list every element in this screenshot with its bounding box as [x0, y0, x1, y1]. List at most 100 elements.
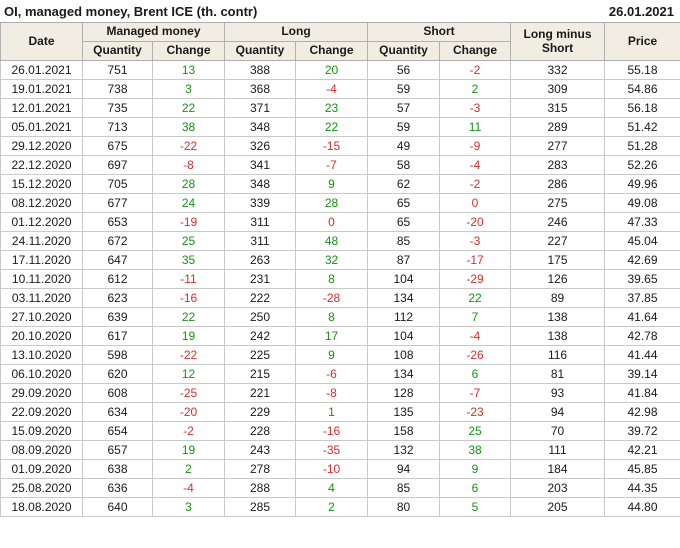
table-body: 26.01.2021 751 13 388 20 56 -2 332 55.18 19.01.20… [0, 60, 680, 517]
managed-change-cell: -22 [152, 345, 225, 365]
date-cell: 08.09.2020 [0, 440, 83, 460]
long-change-cell: 23 [294, 98, 369, 118]
price-cell: 41.84 [604, 383, 680, 403]
long-minus-short-cell: 332 [510, 60, 606, 80]
price-cell: 45.04 [604, 231, 680, 251]
table-row: 26.01.2021 751 13 388 20 56 -2 332 55.18 [0, 60, 680, 80]
titlebar: OI, managed money, Brent ICE (th. contr)… [0, 0, 680, 22]
managed-money-quantity-header: Quantity [82, 41, 153, 61]
table-row: 08.12.2020 677 24 339 28 65 0 275 49.08 [0, 193, 680, 213]
short-change-cell: 6 [439, 364, 512, 384]
short-change-cell: -4 [439, 155, 512, 175]
long-change-cell: -35 [294, 440, 369, 460]
short-quantity-header: Quantity [367, 41, 441, 61]
price-cell: 52.26 [604, 155, 680, 175]
short-change-cell: -9 [439, 136, 512, 156]
table-row: 01.09.2020 638 2 278 -10 94 9 184 45.85 [0, 459, 680, 479]
short-change-cell: -20 [439, 212, 512, 232]
short-quantity-cell: 134 [367, 288, 441, 308]
managed-change-cell: 22 [152, 307, 225, 327]
long-change-cell: -4 [294, 79, 369, 99]
long-quantity-cell: 231 [224, 269, 296, 289]
date-cell: 24.11.2020 [0, 231, 83, 251]
managed-change-cell: 12 [152, 364, 225, 384]
long-minus-short-cell: 94 [510, 402, 606, 422]
managed-change-cell: -19 [152, 212, 225, 232]
table-row: 01.12.2020 653 -19 311 0 65 -20 246 47.33 [0, 212, 680, 232]
long-minus-short-cell: 111 [510, 440, 606, 460]
long-quantity-cell: 311 [224, 212, 296, 232]
long-minus-short-cell: 205 [510, 497, 606, 517]
price-cell: 44.80 [604, 497, 680, 517]
managed-change-cell: 28 [152, 174, 225, 194]
managed-quantity-cell: 617 [82, 326, 153, 346]
managed-change-cell: -16 [152, 288, 225, 308]
price-cell: 49.08 [604, 193, 680, 213]
short-change-cell: -23 [439, 402, 512, 422]
long-minus-short-cell: 175 [510, 250, 606, 270]
long-minus-short-header: Long minus Short [510, 22, 606, 61]
date-cell: 22.12.2020 [0, 155, 83, 175]
managed-quantity-cell: 634 [82, 402, 153, 422]
price-cell: 42.98 [604, 402, 680, 422]
date-cell: 06.10.2020 [0, 364, 83, 384]
short-change-cell: -29 [439, 269, 512, 289]
short-change-cell: -2 [439, 174, 512, 194]
table-row: 15.12.2020 705 28 348 9 62 -2 286 49.96 [0, 174, 680, 194]
short-quantity-cell: 65 [367, 212, 441, 232]
short-change-cell: 2 [439, 79, 512, 99]
page-title: OI, managed money, Brent ICE (th. contr) [4, 4, 258, 19]
managed-change-cell: 19 [152, 440, 225, 460]
long-change-cell: -10 [294, 459, 369, 479]
table-row: 12.01.2021 735 22 371 23 57 -3 315 56.18 [0, 98, 680, 118]
short-quantity-cell: 65 [367, 193, 441, 213]
long-change-cell: 4 [294, 478, 369, 498]
long-quantity-cell: 221 [224, 383, 296, 403]
long-minus-short-cell: 138 [510, 326, 606, 346]
date-cell: 12.01.2021 [0, 98, 83, 118]
long-minus-short-cell: 184 [510, 459, 606, 479]
short-change-cell: 9 [439, 459, 512, 479]
long-change-cell: 22 [294, 117, 369, 137]
price-cell: 41.64 [604, 307, 680, 327]
managed-change-cell: 25 [152, 231, 225, 251]
date-cell: 05.01.2021 [0, 117, 83, 137]
long-minus-short-cell: 277 [510, 136, 606, 156]
short-quantity-cell: 59 [367, 117, 441, 137]
managed-change-cell: 35 [152, 250, 225, 270]
date-cell: 25.08.2020 [0, 478, 83, 498]
managed-quantity-cell: 751 [82, 60, 153, 80]
short-group-header: Short [367, 22, 512, 42]
table-row: 10.11.2020 612 -11 231 8 104 -29 126 39.65 [0, 269, 680, 289]
managed-quantity-cell: 653 [82, 212, 153, 232]
date-cell: 10.11.2020 [0, 269, 83, 289]
price-cell: 54.86 [604, 79, 680, 99]
price-cell: 39.14 [604, 364, 680, 384]
short-quantity-cell: 128 [367, 383, 441, 403]
long-change-cell: -16 [294, 421, 369, 441]
short-quantity-cell: 135 [367, 402, 441, 422]
short-change-cell: 6 [439, 478, 512, 498]
managed-change-cell: 3 [152, 79, 225, 99]
short-quantity-cell: 134 [367, 364, 441, 384]
date-cell: 22.09.2020 [0, 402, 83, 422]
long-quantity-cell: 225 [224, 345, 296, 365]
managed-quantity-cell: 639 [82, 307, 153, 327]
long-change-cell: 0 [294, 212, 369, 232]
long-change-cell: 17 [294, 326, 369, 346]
long-change-cell: -8 [294, 383, 369, 403]
managed-change-cell: 38 [152, 117, 225, 137]
table-row: 24.11.2020 672 25 311 48 85 -3 227 45.04 [0, 231, 680, 251]
managed-quantity-cell: 608 [82, 383, 153, 403]
short-quantity-cell: 104 [367, 326, 441, 346]
price-cell: 37.85 [604, 288, 680, 308]
short-change-cell: 38 [439, 440, 512, 460]
price-cell: 42.78 [604, 326, 680, 346]
managed-quantity-cell: 672 [82, 231, 153, 251]
price-cell: 47.33 [604, 212, 680, 232]
managed-quantity-cell: 705 [82, 174, 153, 194]
long-quantity-cell: 263 [224, 250, 296, 270]
long-quantity-cell: 215 [224, 364, 296, 384]
date-cell: 01.09.2020 [0, 459, 83, 479]
table-row: 06.10.2020 620 12 215 -6 134 6 81 39.14 [0, 364, 680, 384]
